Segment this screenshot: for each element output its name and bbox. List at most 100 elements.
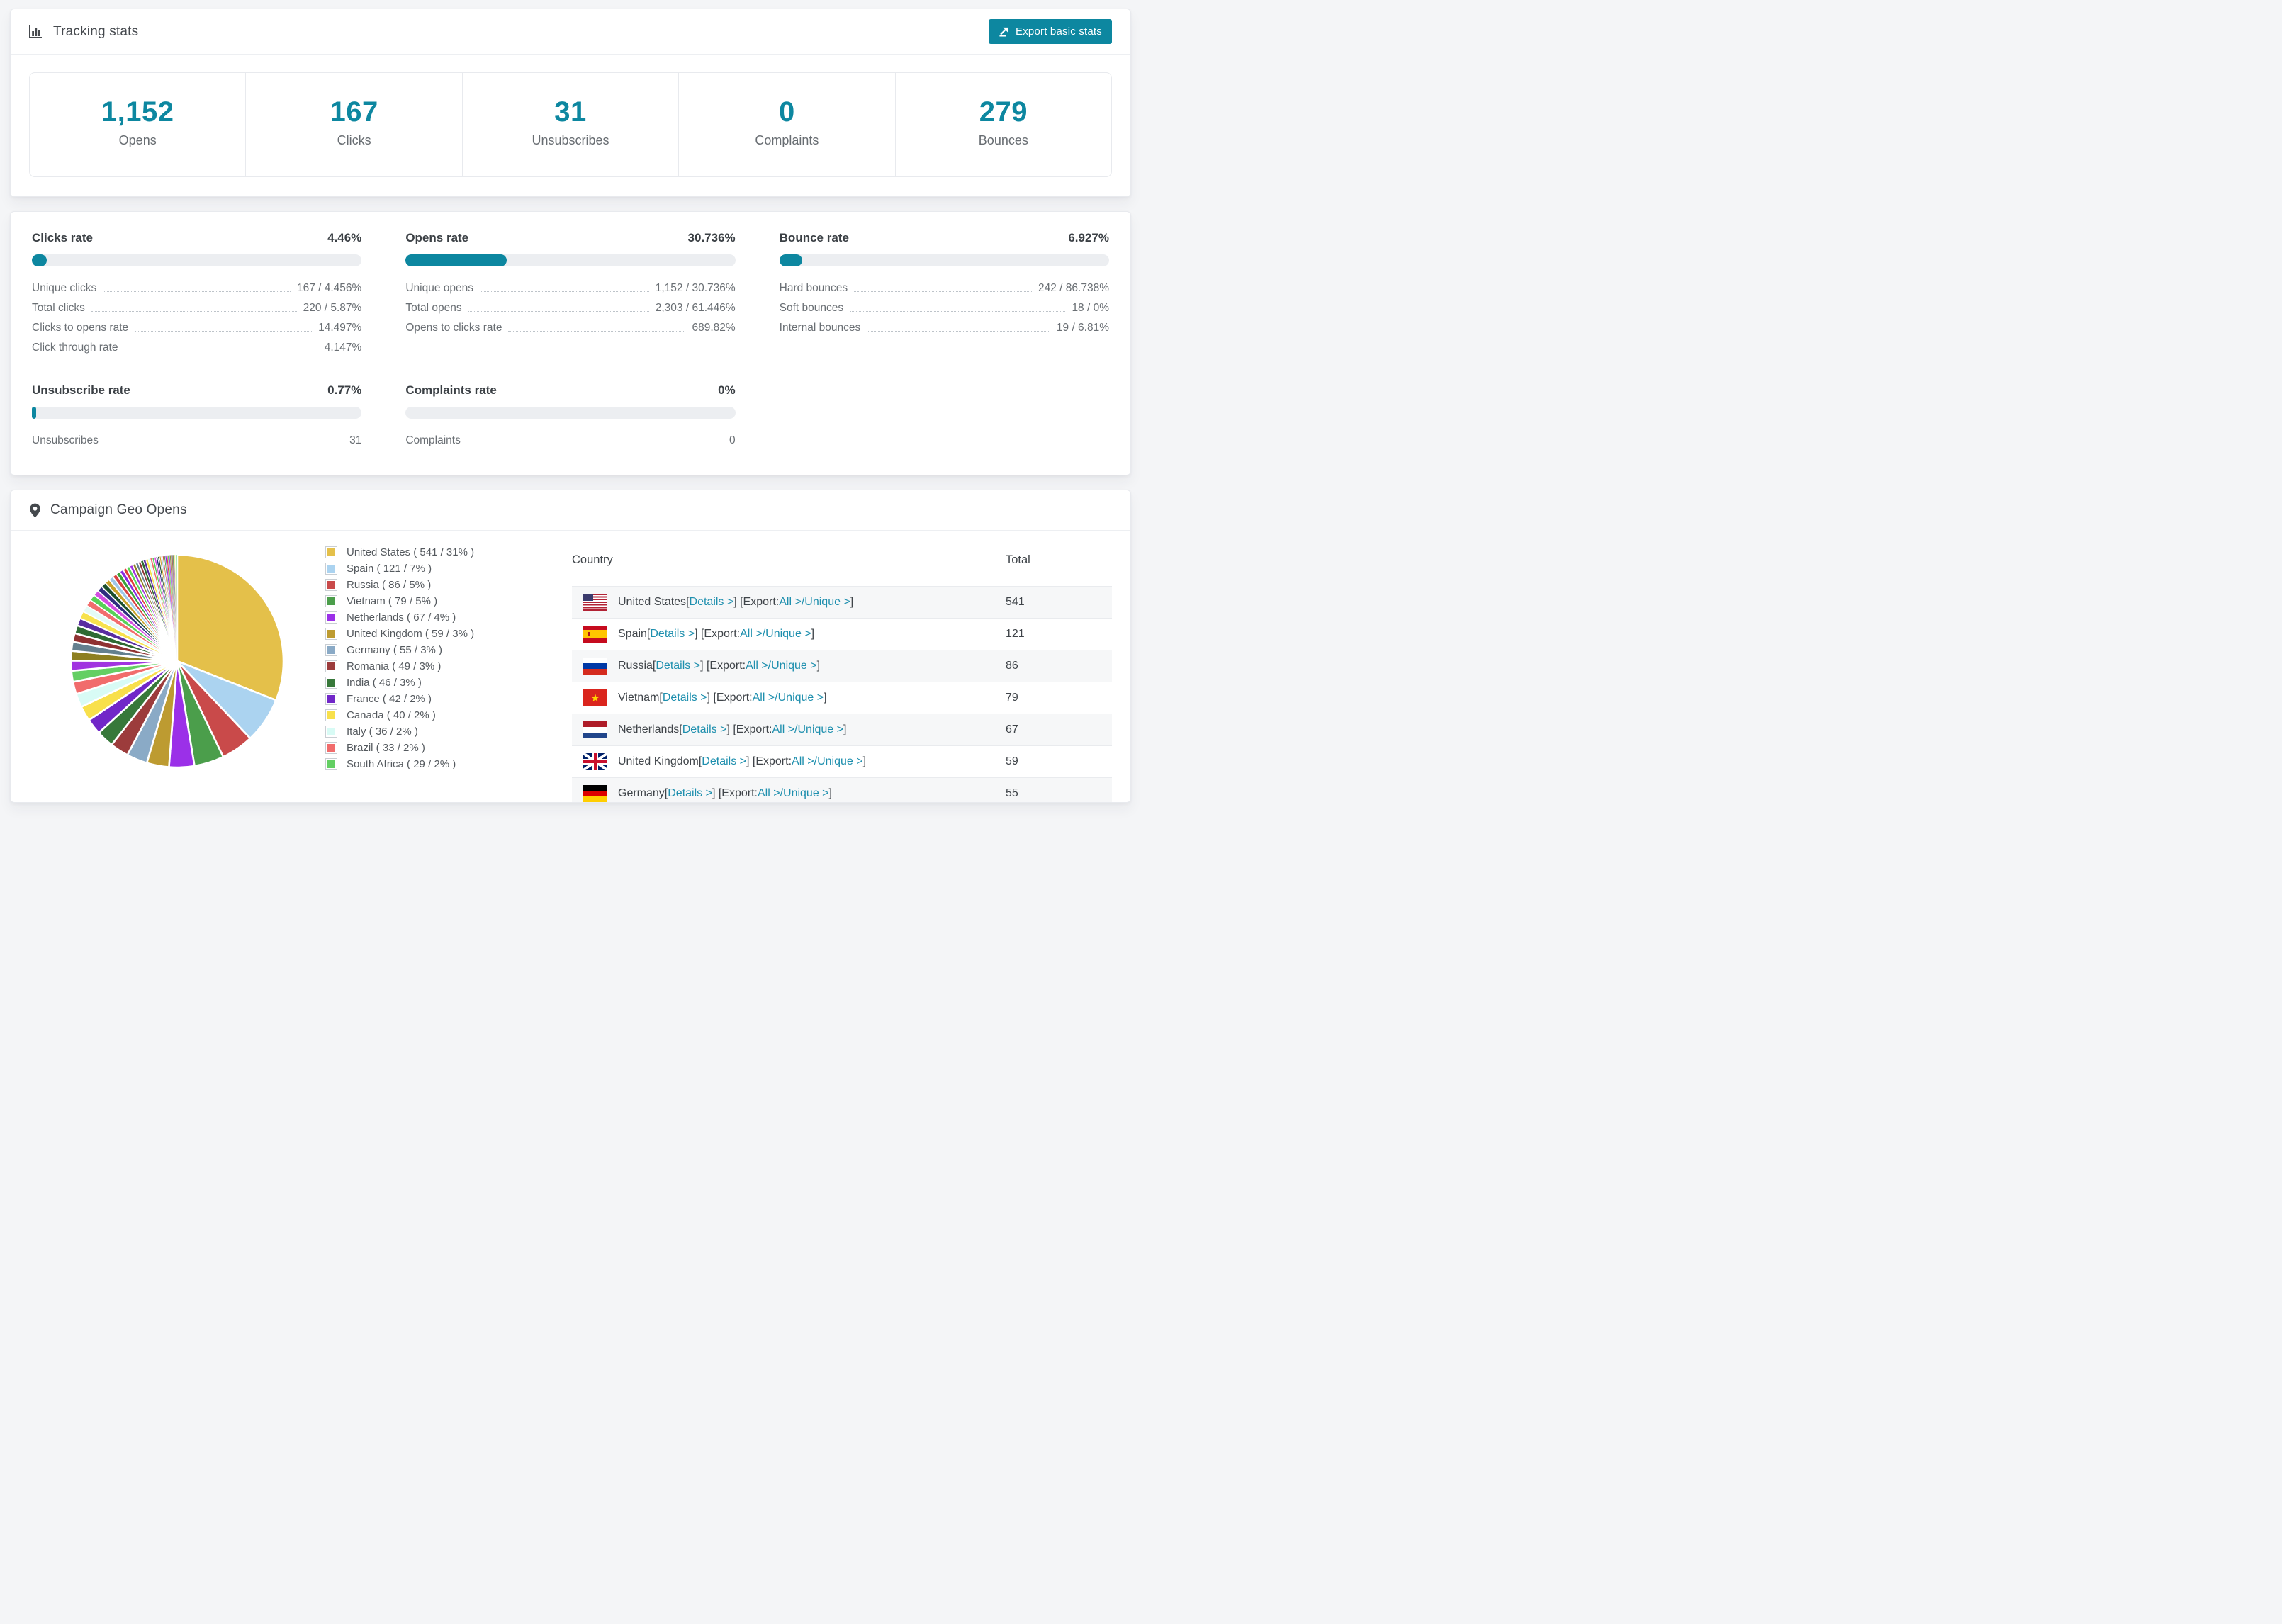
details-link[interactable]: Details > bbox=[689, 596, 734, 608]
export-all-link[interactable]: All > bbox=[779, 596, 802, 608]
rates-grid: Clicks rate 4.46% Unique clicks 167 / 4.456… bbox=[32, 231, 1109, 453]
rate-progress-track bbox=[32, 254, 362, 266]
gb-flag-icon bbox=[583, 753, 607, 770]
link-separator: / bbox=[775, 692, 778, 704]
legend-item: Spain ( 121 / 7% ) bbox=[325, 563, 572, 575]
rate-rows: Complaints 0 bbox=[405, 434, 735, 447]
export-all-link[interactable]: All > bbox=[772, 723, 795, 735]
rate-row-label: Internal bounces bbox=[779, 322, 861, 334]
vn-flag-icon bbox=[583, 689, 607, 706]
country-cell: Russia [Details >] [Export: All > / Uniq… bbox=[572, 658, 1006, 675]
rate-header: Opens rate 30.736% bbox=[405, 231, 735, 245]
es-flag-icon bbox=[583, 626, 607, 643]
table-row: Vietnam [Details >] [Export: All > / Uni… bbox=[572, 682, 1112, 714]
summary-cell: 279 Bounces bbox=[894, 73, 1111, 176]
rate-row-label: Clicks to opens rate bbox=[32, 322, 129, 334]
rate-row: Clicks to opens rate 14.497% bbox=[32, 321, 361, 334]
legend-item: Romania ( 49 / 3% ) bbox=[325, 660, 572, 672]
country-cell: United States [Details >] [Export: All >… bbox=[572, 594, 1006, 611]
rate-row: Unsubscribes 31 bbox=[32, 434, 361, 447]
legend-label: Russia ( 86 / 5% ) bbox=[347, 579, 432, 591]
legend-swatch bbox=[325, 563, 337, 575]
legend-swatch bbox=[325, 726, 337, 738]
legend-item: United Kingdom ( 59 / 3% ) bbox=[325, 628, 572, 640]
table-row: Germany [Details >] [Export: All > / Uni… bbox=[572, 777, 1112, 802]
link-separator: / bbox=[780, 787, 784, 799]
details-link[interactable]: Details > bbox=[702, 755, 746, 767]
details-link[interactable]: Details > bbox=[668, 787, 712, 799]
country-name: Russia bbox=[618, 660, 653, 672]
rate-row: Unique clicks 167 / 4.456% bbox=[32, 281, 361, 295]
export-all-link[interactable]: All > bbox=[757, 787, 780, 799]
pie-slice bbox=[176, 553, 285, 701]
legend-label: India ( 46 / 3% ) bbox=[347, 677, 422, 689]
bracket: ] bbox=[862, 755, 867, 767]
bracket: ] bbox=[811, 628, 815, 640]
legend-label: Italy ( 36 / 2% ) bbox=[347, 726, 418, 738]
country-name: Netherlands bbox=[618, 723, 680, 735]
details-link[interactable]: Details > bbox=[662, 692, 707, 704]
map-pin-icon bbox=[29, 503, 41, 518]
legend-swatch bbox=[325, 611, 337, 624]
export-unique-link[interactable]: Unique > bbox=[797, 723, 844, 735]
country-name: Germany bbox=[618, 787, 665, 799]
bracket: [ bbox=[686, 596, 690, 608]
export-button-label: Export basic stats bbox=[1016, 26, 1102, 38]
details-link[interactable]: Details > bbox=[656, 660, 701, 672]
table-row: United States [Details >] [Export: All >… bbox=[572, 586, 1112, 619]
rate-row: Complaints 0 bbox=[405, 434, 735, 447]
export-unique-link[interactable]: Unique > bbox=[783, 787, 829, 799]
rate-progress-track bbox=[779, 254, 1109, 266]
rate-row-value: 4.147% bbox=[324, 342, 362, 354]
summary-value: 0 bbox=[779, 96, 795, 128]
nl-flag-icon bbox=[583, 721, 607, 738]
export-unique-link[interactable]: Unique > bbox=[804, 596, 850, 608]
bracket: [ bbox=[652, 660, 656, 672]
country-cell-td: Vietnam [Details >] [Export: All > / Uni… bbox=[572, 682, 1006, 714]
rate-header: Clicks rate 4.46% bbox=[32, 231, 361, 245]
legend-swatch bbox=[325, 546, 337, 558]
legend-swatch bbox=[325, 644, 337, 656]
summary-value: 279 bbox=[979, 96, 1028, 128]
export-all-link[interactable]: All > bbox=[792, 755, 814, 767]
bracket: ] bbox=[824, 692, 827, 704]
legend-swatch bbox=[325, 742, 337, 754]
export-unique-link[interactable]: Unique > bbox=[777, 692, 824, 704]
rate-row-label: Complaints bbox=[405, 434, 461, 446]
export-unique-link[interactable]: Unique > bbox=[765, 628, 811, 640]
summary-label: Complaints bbox=[755, 133, 819, 147]
rate-row: Click through rate 4.147% bbox=[32, 341, 361, 354]
rate-row-label: Unique clicks bbox=[32, 282, 97, 294]
details-link[interactable]: Details > bbox=[650, 628, 695, 640]
bracket: [ bbox=[646, 628, 651, 640]
rate-row: Soft bounces 18 / 0% bbox=[780, 301, 1109, 315]
total-cell: 541 bbox=[1006, 596, 1025, 608]
legend-item: Italy ( 36 / 2% ) bbox=[325, 726, 572, 738]
rate-header: Bounce rate 6.927% bbox=[780, 231, 1109, 245]
ru-flag-icon bbox=[583, 658, 607, 675]
rate-row-value: 19 / 6.81% bbox=[1056, 322, 1109, 334]
export-basic-stats-button[interactable]: Export basic stats bbox=[989, 19, 1112, 44]
geo-pie-chart bbox=[29, 542, 325, 802]
export-all-link[interactable]: All > bbox=[746, 660, 768, 672]
link-separator: / bbox=[794, 723, 798, 735]
dotted-leader bbox=[135, 331, 313, 332]
dotted-leader bbox=[850, 311, 1066, 312]
country-cell: United Kingdom [Details >] [Export: All … bbox=[572, 753, 1006, 770]
bracket: ] [Export: bbox=[712, 787, 758, 799]
export-unique-link[interactable]: Unique > bbox=[817, 755, 863, 767]
tracking-stats-card: Tracking stats Export basic stats 1,152 O… bbox=[10, 9, 1131, 197]
country-cell: Netherlands [Details >] [Export: All > /… bbox=[572, 721, 1006, 738]
bracket: [ bbox=[659, 692, 663, 704]
export-all-link[interactable]: All > bbox=[752, 692, 775, 704]
summary-value: 1,152 bbox=[101, 96, 174, 128]
total-cell: 86 bbox=[1006, 660, 1018, 672]
export-unique-link[interactable]: Unique > bbox=[771, 660, 817, 672]
table-row: Spain [Details >] [Export: All > / Uniqu… bbox=[572, 618, 1112, 650]
legend-label: Romania ( 49 / 3% ) bbox=[347, 660, 442, 672]
dotted-leader bbox=[91, 311, 297, 312]
total-cell: 121 bbox=[1006, 628, 1025, 640]
rate-title: Clicks rate bbox=[32, 231, 93, 244]
export-all-link[interactable]: All > bbox=[740, 628, 763, 640]
details-link[interactable]: Details > bbox=[682, 723, 727, 735]
